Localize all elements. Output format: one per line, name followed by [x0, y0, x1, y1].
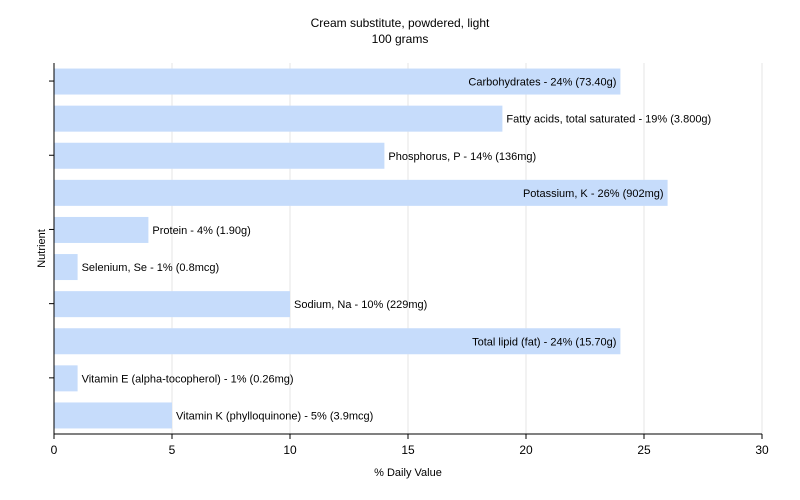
bar: [54, 291, 290, 318]
y-axis-title: Nutrient: [36, 229, 48, 268]
bar: [54, 142, 385, 169]
bar-label: Carbohydrates - 24% (73.40g): [468, 77, 616, 89]
x-tick-label: 20: [519, 443, 533, 457]
x-axis-title: % Daily Value: [374, 467, 442, 479]
bar: [54, 328, 621, 355]
bar-label: Sodium, Na - 10% (229mg): [294, 299, 427, 311]
bar-label: Protein - 4% (1.90g): [152, 225, 250, 237]
bar-label: Vitamin K (phylloquinone) - 5% (3.9mcg): [176, 410, 373, 422]
bar: [54, 254, 78, 281]
x-tick-label: 0: [51, 443, 58, 457]
bar-label: Phosphorus, P - 14% (136mg): [388, 151, 536, 163]
bar: [54, 105, 503, 132]
x-tick-label: 30: [755, 443, 769, 457]
chart-title: Cream substitute, powdered, light: [310, 16, 490, 30]
x-tick-label: 15: [401, 443, 415, 457]
bar: [54, 365, 78, 392]
x-tick-label: 25: [637, 443, 651, 457]
bar: [54, 402, 172, 429]
bar-label: Fatty acids, total saturated - 19% (3.80…: [506, 114, 711, 126]
bar: [54, 179, 668, 206]
bar-label: Total lipid (fat) - 24% (15.70g): [472, 336, 616, 348]
bar-label: Vitamin E (alpha-tocopherol) - 1% (0.26m…: [82, 373, 294, 385]
x-tick-label: 5: [169, 443, 176, 457]
x-tick-label: 10: [283, 443, 297, 457]
bar-label: Selenium, Se - 1% (0.8mcg): [82, 262, 220, 274]
bar-label: Potassium, K - 26% (902mg): [523, 188, 664, 200]
bar: [54, 68, 621, 95]
chart-subtitle: 100 grams: [371, 32, 429, 46]
bar: [54, 216, 149, 243]
